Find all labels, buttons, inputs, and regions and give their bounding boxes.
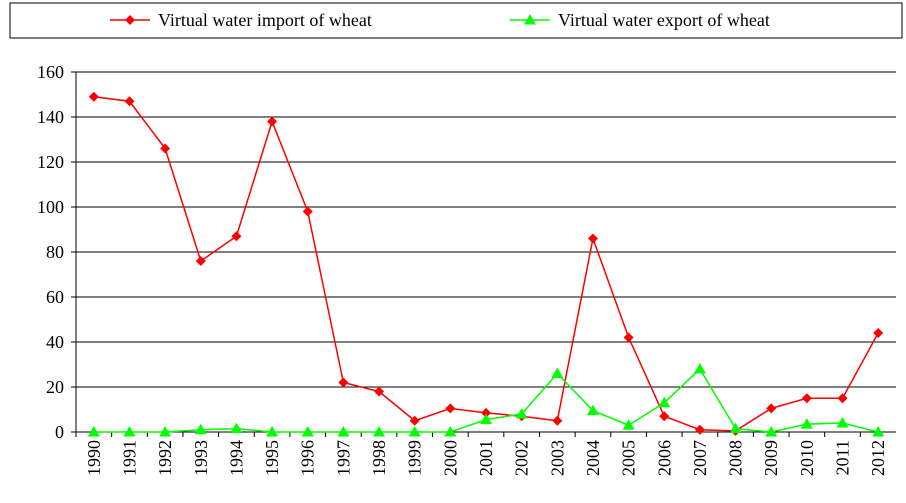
legend-label: Virtual water import of wheat (158, 10, 372, 30)
marker (194, 423, 207, 435)
marker (586, 404, 599, 416)
x-tick-label: 1997 (333, 440, 353, 476)
x-tick-label: 2012 (868, 440, 888, 476)
y-tick-label: 100 (37, 197, 64, 217)
y-tick-label: 0 (55, 422, 64, 442)
x-tick-label: 2010 (797, 440, 817, 476)
marker (800, 418, 813, 429)
marker (373, 426, 386, 437)
marker (230, 422, 243, 434)
x-tick-label: 1991 (119, 440, 139, 476)
marker (338, 377, 349, 388)
marker (337, 426, 350, 437)
x-tick-label: 2003 (547, 440, 567, 476)
y-tick-label: 20 (46, 377, 64, 397)
marker (658, 396, 671, 408)
y-tick-label: 160 (37, 62, 64, 82)
marker (481, 407, 491, 418)
marker (693, 363, 706, 374)
y-tick-label: 40 (46, 332, 64, 352)
y-tick-label: 140 (37, 107, 64, 127)
marker (195, 256, 206, 266)
marker (659, 411, 670, 422)
series-line (93, 96, 879, 432)
marker (266, 426, 279, 437)
marker (445, 403, 456, 414)
marker (587, 233, 598, 244)
marker (873, 328, 884, 338)
x-tick-label: 1992 (155, 440, 175, 476)
marker (729, 422, 742, 434)
x-tick-label: 1998 (369, 440, 389, 476)
marker (159, 426, 172, 437)
marker (836, 417, 849, 428)
x-tick-label: 2005 (619, 440, 639, 476)
marker (524, 14, 536, 25)
x-tick-label: 1993 (191, 440, 211, 476)
marker (480, 413, 492, 425)
marker (408, 426, 421, 437)
y-tick-label: 60 (46, 287, 64, 307)
y-tick-label: 80 (46, 242, 64, 262)
x-tick-label: 2008 (726, 440, 746, 476)
y-tick-label: 120 (37, 152, 64, 172)
x-tick-label: 1995 (262, 440, 282, 476)
marker (302, 206, 313, 217)
marker (444, 426, 457, 437)
x-tick-label: 2004 (583, 440, 603, 476)
marker (766, 403, 777, 414)
marker (88, 91, 99, 102)
marker (623, 332, 634, 343)
marker (872, 426, 885, 437)
marker (267, 116, 278, 127)
marker (87, 426, 100, 437)
marker (301, 426, 314, 437)
marker (837, 393, 848, 404)
legend-box (9, 2, 903, 39)
marker (551, 367, 564, 378)
x-tick-label: 2000 (440, 440, 460, 476)
x-tick-label: 1994 (226, 440, 246, 476)
marker (125, 15, 135, 25)
marker (765, 426, 778, 437)
x-tick-label: 2002 (512, 440, 532, 476)
x-tick-label: 1999 (405, 440, 425, 476)
marker (123, 426, 136, 437)
x-tick-label: 2009 (761, 440, 781, 476)
marker (374, 386, 385, 397)
x-tick-label: 2001 (476, 440, 496, 476)
x-tick-label: 2007 (690, 440, 710, 476)
marker (515, 408, 528, 419)
legend-label: Virtual water export of wheat (558, 10, 770, 30)
marker (552, 415, 563, 426)
marker (801, 393, 812, 404)
x-tick-label: 1990 (84, 440, 104, 476)
marker (124, 96, 135, 107)
x-tick-label: 2006 (654, 440, 674, 476)
x-tick-label: 1996 (298, 440, 318, 476)
marker (694, 424, 705, 435)
marker (409, 415, 420, 426)
marker (160, 143, 171, 154)
marker (622, 419, 635, 430)
x-tick-label: 2011 (833, 440, 853, 475)
marker (231, 231, 242, 242)
